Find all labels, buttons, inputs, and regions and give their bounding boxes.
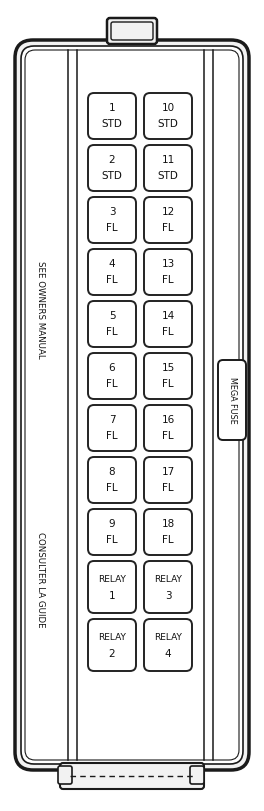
Text: FL: FL (106, 431, 118, 441)
Text: 10: 10 (162, 103, 175, 114)
FancyBboxPatch shape (88, 145, 136, 191)
Text: 9: 9 (109, 519, 115, 530)
Text: 12: 12 (161, 207, 175, 217)
Text: RELAY: RELAY (154, 575, 182, 584)
Text: FL: FL (162, 275, 174, 285)
FancyBboxPatch shape (25, 50, 239, 760)
FancyBboxPatch shape (144, 619, 192, 671)
Text: 14: 14 (161, 311, 175, 321)
FancyBboxPatch shape (144, 145, 192, 191)
FancyBboxPatch shape (144, 561, 192, 613)
Text: FL: FL (106, 275, 118, 285)
Text: FL: FL (162, 223, 174, 233)
Text: 16: 16 (161, 415, 175, 425)
FancyBboxPatch shape (144, 405, 192, 451)
Text: STD: STD (158, 119, 178, 129)
Text: FL: FL (106, 223, 118, 233)
Text: 1: 1 (109, 591, 115, 602)
FancyBboxPatch shape (190, 766, 204, 784)
Text: 2: 2 (109, 155, 115, 165)
Text: 13: 13 (161, 260, 175, 269)
Text: FL: FL (162, 483, 174, 493)
FancyBboxPatch shape (88, 509, 136, 555)
FancyBboxPatch shape (111, 22, 153, 40)
FancyBboxPatch shape (144, 509, 192, 555)
Text: 2: 2 (109, 650, 115, 659)
Text: 1: 1 (109, 103, 115, 114)
Text: FL: FL (162, 534, 174, 545)
Text: 4: 4 (165, 650, 171, 659)
Text: STD: STD (102, 119, 122, 129)
FancyBboxPatch shape (60, 763, 204, 789)
FancyBboxPatch shape (88, 561, 136, 613)
FancyBboxPatch shape (144, 301, 192, 347)
Text: 5: 5 (109, 311, 115, 321)
Text: RELAY: RELAY (154, 633, 182, 642)
FancyBboxPatch shape (88, 457, 136, 503)
Text: 4: 4 (109, 260, 115, 269)
Text: STD: STD (102, 171, 122, 181)
FancyBboxPatch shape (88, 197, 136, 243)
Text: FL: FL (106, 534, 118, 545)
Text: 3: 3 (165, 591, 171, 602)
Text: FL: FL (162, 431, 174, 441)
FancyBboxPatch shape (88, 93, 136, 139)
FancyBboxPatch shape (88, 619, 136, 671)
FancyBboxPatch shape (88, 249, 136, 295)
Text: 3: 3 (109, 207, 115, 217)
Text: 17: 17 (161, 467, 175, 477)
FancyBboxPatch shape (218, 360, 246, 440)
Text: FL: FL (162, 327, 174, 337)
Text: RELAY: RELAY (98, 633, 126, 642)
FancyBboxPatch shape (144, 93, 192, 139)
Text: 8: 8 (109, 467, 115, 477)
Text: SEE OWNERS MANUAL: SEE OWNERS MANUAL (35, 261, 45, 358)
Text: 7: 7 (109, 415, 115, 425)
Text: FL: FL (106, 327, 118, 337)
Text: FL: FL (106, 483, 118, 493)
FancyBboxPatch shape (144, 353, 192, 399)
FancyBboxPatch shape (88, 405, 136, 451)
Text: STD: STD (158, 171, 178, 181)
FancyBboxPatch shape (21, 46, 243, 764)
Text: 15: 15 (161, 363, 175, 373)
FancyBboxPatch shape (88, 353, 136, 399)
FancyBboxPatch shape (88, 301, 136, 347)
Text: 11: 11 (161, 155, 175, 165)
FancyBboxPatch shape (144, 249, 192, 295)
FancyBboxPatch shape (144, 457, 192, 503)
FancyBboxPatch shape (144, 197, 192, 243)
Text: CONSULTER LA GUIDE: CONSULTER LA GUIDE (35, 532, 45, 628)
Text: 6: 6 (109, 363, 115, 373)
Text: 18: 18 (161, 519, 175, 530)
FancyBboxPatch shape (107, 18, 157, 44)
Text: FL: FL (106, 379, 118, 388)
Text: RELAY: RELAY (98, 575, 126, 584)
Text: FL: FL (162, 379, 174, 388)
FancyBboxPatch shape (15, 40, 249, 770)
Text: MEGA FUSE: MEGA FUSE (228, 376, 237, 423)
FancyBboxPatch shape (58, 766, 72, 784)
